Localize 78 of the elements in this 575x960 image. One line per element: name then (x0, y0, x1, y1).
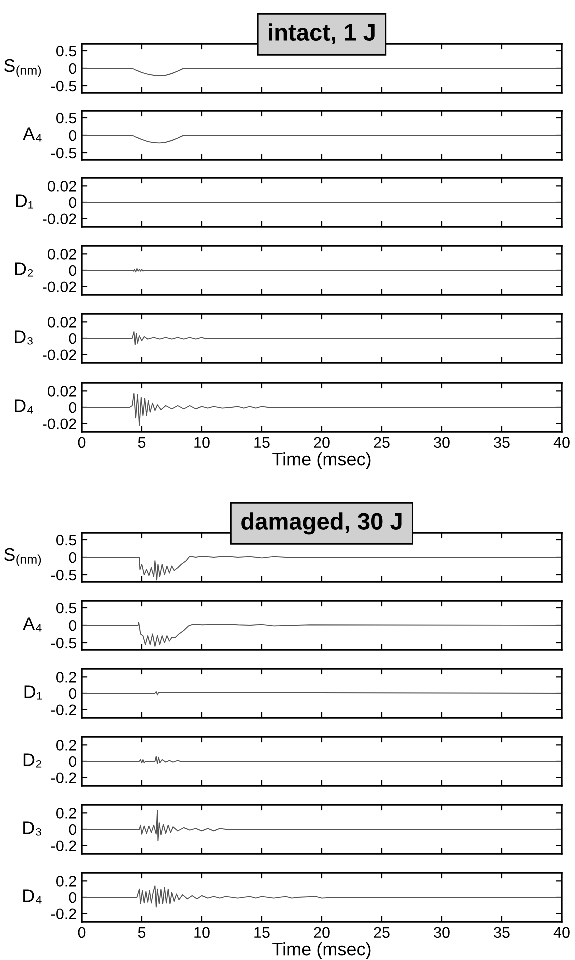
y-tick-label: 0 (69, 620, 77, 632)
line-series (82, 756, 562, 764)
y-tick-label: -0.2 (51, 772, 76, 784)
y-tick-label: 0 (69, 333, 77, 344)
y-tick-label: -0.02 (43, 282, 76, 293)
x-tick-label: 35 (494, 927, 510, 938)
y-axis-title: D₃ (24, 822, 42, 836)
y-tick-label: -0.5 (51, 638, 76, 649)
x-tick-label: 30 (434, 437, 450, 448)
x-tick-label: 5 (138, 437, 146, 448)
y-tick-label: 0.02 (48, 249, 76, 260)
x-tick-label: 0 (78, 927, 86, 938)
x-tick-label: 10 (194, 927, 210, 938)
y-tick-label: 0 (69, 824, 77, 836)
y-tick-label: 0 (69, 265, 77, 276)
y-tick-label: -0.02 (43, 418, 76, 430)
y-tick-label: -0.2 (51, 908, 76, 920)
y-tick-label: 0.02 (48, 386, 76, 397)
x-tick-label: 15 (254, 927, 270, 938)
y-axis-title: D₂ (24, 754, 42, 768)
y-axis-title: S$_{(nm)}$ (4, 548, 42, 566)
y-tick-label: 0.5 (56, 46, 76, 57)
y-tick-label: 0.2 (56, 876, 76, 887)
y-axis-title: S$_{(nm)}$ (4, 59, 42, 78)
y-tick-label: -0.2 (51, 704, 76, 716)
x-tick-label: 20 (314, 437, 330, 448)
chart-title: damaged, 30 J (242, 512, 402, 535)
y-tick-label: -0.5 (51, 80, 76, 92)
line-series (82, 135, 562, 144)
y-tick-label: 0.5 (56, 602, 76, 614)
y-tick-label: 0.02 (48, 181, 76, 192)
line-series (82, 886, 562, 908)
y-tick-label: -0.5 (51, 570, 76, 581)
y-tick-label: 0.5 (56, 534, 76, 546)
x-tick-label: 25 (374, 437, 390, 448)
x-tick-label: 20 (314, 927, 330, 938)
y-axis-title: D₄ (15, 400, 34, 414)
y-tick-label: 0 (69, 552, 77, 564)
x-tick-label: 10 (194, 437, 210, 448)
y-axis-title: D₂ (15, 262, 34, 277)
y-axis-title: D₁ (24, 686, 42, 700)
line-series (82, 622, 562, 647)
y-tick-label: -0.2 (51, 840, 76, 852)
y-axis-title: D₁ (16, 194, 34, 209)
y-axis-title: D₃ (15, 330, 33, 345)
line-series (82, 393, 562, 426)
x-tick-label: 40 (554, 927, 570, 938)
x-tick-label: 25 (374, 927, 390, 938)
y-tick-label: -0.02 (43, 214, 76, 225)
y-tick-label: 0.2 (56, 672, 76, 683)
y-axis-title: A₄ (23, 128, 42, 142)
line-series (82, 68, 562, 76)
line-series (82, 810, 562, 842)
y-tick-label: -0.5 (51, 148, 76, 159)
y-tick-label: 0 (69, 63, 77, 74)
y-tick-label: 0 (69, 688, 77, 700)
y-tick-label: 0 (69, 892, 77, 904)
y-tick-label: 0 (69, 197, 77, 208)
x-tick-label: 5 (138, 927, 146, 938)
y-tick-label: 0 (69, 130, 77, 142)
x-tick-label: 35 (494, 437, 510, 448)
y-tick-label: 0.02 (48, 317, 76, 328)
x-tick-label: 40 (554, 437, 570, 448)
y-tick-label: 0 (69, 402, 77, 414)
x-tick-label: 0 (78, 437, 86, 448)
x-tick-label: 15 (254, 437, 270, 448)
x-tick-label: 30 (434, 927, 450, 938)
y-axis-title: A₄ (23, 618, 42, 632)
y-tick-label: 0.2 (56, 808, 76, 819)
y-tick-label: 0 (69, 756, 77, 768)
x-axis-title: Time (msec) (272, 942, 371, 960)
line-series (82, 331, 562, 346)
y-tick-label: 0.2 (56, 740, 76, 751)
y-axis-title: D₄ (24, 890, 42, 904)
y-tick-label: -0.02 (43, 350, 76, 361)
chart-title: intact, 1 J (269, 24, 375, 44)
x-axis-title: Time (msec) (272, 452, 371, 470)
y-tick-label: 0.5 (56, 112, 76, 124)
